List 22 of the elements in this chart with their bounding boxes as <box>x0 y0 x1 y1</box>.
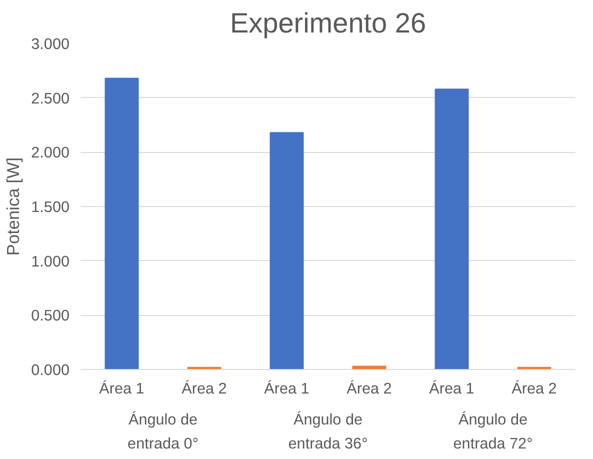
bar <box>352 366 386 370</box>
x-tick-label: Ángulo de entrada 0° <box>128 410 198 452</box>
bar <box>104 78 139 370</box>
y-tick-label: 0.500 <box>31 308 70 325</box>
x-tick-label: Ángulo de entrada 36° <box>288 410 368 452</box>
y-tick-label: 1.500 <box>31 199 70 216</box>
text: Área 1 <box>429 380 474 398</box>
bar <box>434 88 469 370</box>
y-tick-label: 0.000 <box>31 362 70 379</box>
y-tick-label: 3.000 <box>31 36 70 53</box>
bar <box>270 132 304 370</box>
series-label: Área 2 <box>346 380 392 398</box>
x-tick-label: Ángulo de entrada 72° <box>453 410 533 452</box>
chart-title: Experimento 26 <box>230 8 426 38</box>
y-tick-label: 2.000 <box>31 144 70 162</box>
text: Área 1 <box>99 380 144 398</box>
series-label: Área 1 <box>264 380 310 398</box>
y-axis-title: Potenica [W] <box>3 157 24 256</box>
y-tick-label: 2.500 <box>31 90 70 108</box>
text: Área 2 <box>182 380 227 398</box>
text: Área 2 <box>512 380 557 398</box>
y-tick-label: 1.000 <box>31 253 70 270</box>
